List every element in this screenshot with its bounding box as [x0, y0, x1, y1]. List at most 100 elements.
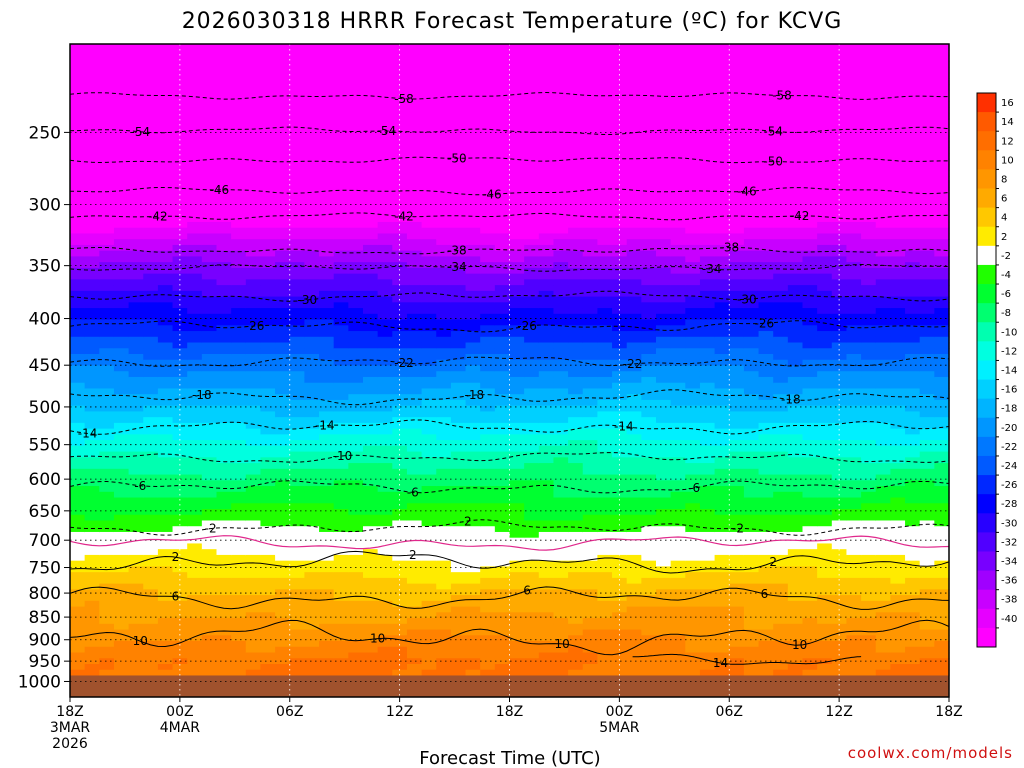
- field-cell: [231, 55, 247, 62]
- field-cell: [319, 503, 335, 510]
- field-cell: [70, 118, 86, 125]
- field-cell: [509, 66, 525, 74]
- field-cell: [480, 463, 496, 470]
- field-cell: [729, 181, 745, 189]
- field-cell: [582, 308, 598, 315]
- field-cell: [319, 250, 335, 258]
- field-cell: [641, 302, 657, 309]
- field-cell: [714, 388, 730, 395]
- field-cell: [524, 664, 540, 671]
- field-cell: [260, 233, 276, 240]
- field-cell: [538, 382, 555, 390]
- field-cell: [319, 267, 335, 275]
- field-cell: [436, 199, 452, 206]
- field-cell: [670, 388, 686, 395]
- field-cell: [143, 497, 159, 504]
- field-cell: [333, 589, 349, 596]
- field-cell: [245, 417, 262, 424]
- field-cell: [84, 509, 100, 516]
- field-cell: [421, 147, 437, 154]
- field-cell: [275, 635, 291, 642]
- field-cell: [333, 204, 349, 212]
- field-cell: [201, 164, 218, 171]
- field-cell: [656, 112, 672, 120]
- field-cell: [245, 635, 262, 642]
- field-cell: [568, 331, 584, 338]
- field-cell: [597, 308, 613, 315]
- field-cell: [714, 290, 730, 298]
- field-cell: [597, 376, 613, 384]
- field-cell: [406, 583, 423, 590]
- field-cell: [70, 66, 86, 74]
- field-cell: [363, 118, 379, 125]
- field-cell: [70, 187, 86, 194]
- field-cell: [524, 623, 540, 631]
- field-cell: [231, 440, 247, 447]
- field-cell: [260, 623, 276, 631]
- field-cell: [187, 84, 203, 91]
- field-cell: [524, 193, 540, 200]
- field-cell: [699, 669, 716, 677]
- field-cell: [245, 399, 262, 407]
- field-cell: [304, 342, 320, 349]
- field-cell: [157, 78, 174, 85]
- field-cell: [553, 664, 569, 671]
- field-cell: [231, 583, 247, 590]
- field-cell: [494, 193, 511, 200]
- field-cell: [597, 520, 613, 527]
- field-cell: [187, 560, 203, 567]
- field-cell: [524, 279, 540, 286]
- field-cell: [187, 600, 203, 608]
- field-cell: [685, 313, 701, 321]
- field-cell: [113, 124, 130, 131]
- field-cell: [626, 348, 642, 355]
- field-cell: [568, 422, 584, 430]
- field-cell: [348, 646, 364, 654]
- field-cell: [216, 474, 232, 481]
- field-cell: [319, 652, 335, 659]
- field-cell: [319, 107, 335, 114]
- field-cell: [612, 635, 628, 642]
- field-cell: [538, 135, 555, 143]
- field-cell: [113, 354, 130, 361]
- field-cell: [84, 199, 100, 206]
- field-cell: [436, 141, 452, 148]
- field-cell: [363, 239, 379, 246]
- field-cell: [70, 170, 86, 177]
- field-cell: [201, 388, 218, 395]
- field-cell: [348, 273, 364, 280]
- field-cell: [494, 600, 511, 608]
- field-cell: [363, 480, 379, 487]
- field-cell: [421, 394, 437, 401]
- field-cell: [70, 308, 86, 315]
- field-cell: [656, 239, 672, 246]
- field-cell: [377, 210, 393, 217]
- field-cell: [333, 623, 349, 631]
- field-cell: [304, 267, 320, 275]
- field-cell: [113, 210, 130, 217]
- field-cell: [685, 572, 701, 579]
- field-cell: [465, 589, 481, 596]
- field-cell: [524, 514, 540, 522]
- field-cell: [187, 405, 203, 413]
- field-cell: [568, 618, 584, 625]
- field-cell: [670, 428, 686, 435]
- field-cell: [260, 262, 276, 269]
- field-cell: [597, 589, 613, 596]
- field-cell: [509, 641, 525, 648]
- field-cell: [392, 509, 408, 516]
- field-cell: [406, 572, 423, 579]
- field-cell: [421, 124, 437, 131]
- field-cell: [626, 411, 642, 418]
- field-cell: [216, 112, 232, 120]
- field-cell: [421, 595, 437, 602]
- field-cell: [84, 118, 100, 125]
- field-cell: [143, 66, 159, 74]
- field-cell: [113, 227, 130, 235]
- field-cell: [172, 130, 188, 137]
- field-cell: [582, 618, 598, 625]
- field-cell: [626, 549, 642, 556]
- field-cell: [641, 411, 657, 418]
- field-cell: [582, 342, 598, 349]
- field-cell: [231, 623, 247, 631]
